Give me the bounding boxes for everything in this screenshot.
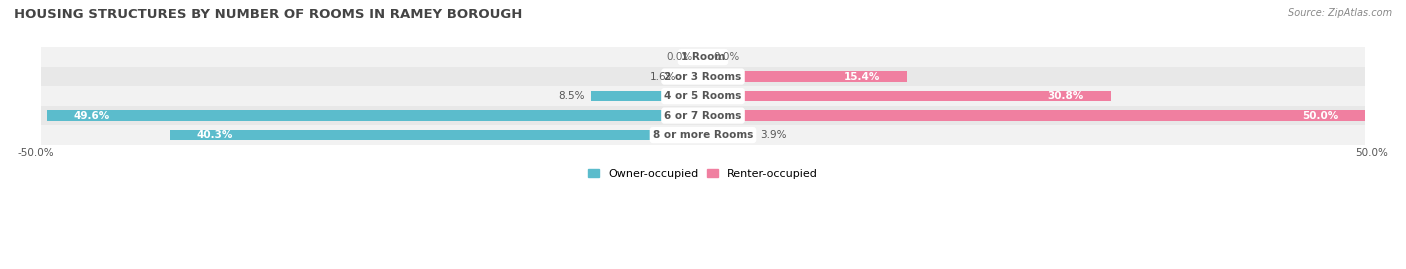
Text: 0.0%: 0.0% <box>714 52 740 62</box>
Bar <box>703 130 755 140</box>
Text: 30.8%: 30.8% <box>1047 91 1084 101</box>
Text: 1 Room: 1 Room <box>681 52 725 62</box>
Text: 3.9%: 3.9% <box>759 130 786 140</box>
Bar <box>41 47 1365 67</box>
Text: 49.6%: 49.6% <box>73 111 110 121</box>
Bar <box>703 72 907 82</box>
Text: 1.6%: 1.6% <box>650 72 676 82</box>
Bar <box>682 72 703 82</box>
Bar <box>591 91 703 101</box>
Bar <box>46 111 703 121</box>
Bar <box>703 111 1365 121</box>
Text: 4 or 5 Rooms: 4 or 5 Rooms <box>664 91 742 101</box>
Bar <box>41 67 1365 86</box>
Text: Source: ZipAtlas.com: Source: ZipAtlas.com <box>1288 8 1392 18</box>
Legend: Owner-occupied, Renter-occupied: Owner-occupied, Renter-occupied <box>583 164 823 183</box>
Bar <box>41 86 1365 106</box>
Text: 2 or 3 Rooms: 2 or 3 Rooms <box>665 72 741 82</box>
Text: 8 or more Rooms: 8 or more Rooms <box>652 130 754 140</box>
Text: -50.0%: -50.0% <box>18 148 55 158</box>
Text: 40.3%: 40.3% <box>197 130 232 140</box>
Text: 8.5%: 8.5% <box>558 91 585 101</box>
Bar <box>41 125 1365 145</box>
Text: HOUSING STRUCTURES BY NUMBER OF ROOMS IN RAMEY BOROUGH: HOUSING STRUCTURES BY NUMBER OF ROOMS IN… <box>14 8 523 21</box>
Text: 6 or 7 Rooms: 6 or 7 Rooms <box>664 111 742 121</box>
Bar <box>41 106 1365 125</box>
Text: 50.0%: 50.0% <box>1355 148 1388 158</box>
Text: 50.0%: 50.0% <box>1302 111 1339 121</box>
Bar <box>703 91 1111 101</box>
Text: 15.4%: 15.4% <box>844 72 880 82</box>
Bar <box>170 130 703 140</box>
Text: 0.0%: 0.0% <box>666 52 692 62</box>
